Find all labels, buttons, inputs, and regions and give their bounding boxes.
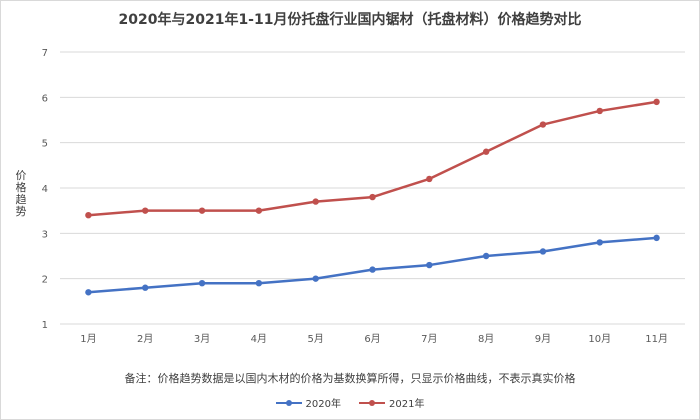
x-tick-label: 7月 bbox=[421, 333, 437, 345]
x-tick-label: 1月 bbox=[80, 333, 96, 345]
y-tick-label: 2 bbox=[42, 275, 48, 286]
data-point bbox=[426, 175, 433, 183]
y-tick-label: 7 bbox=[42, 48, 48, 59]
x-tick-label: 10月 bbox=[588, 333, 611, 345]
legend-swatch-2021 bbox=[359, 398, 385, 408]
x-tick-label: 4月 bbox=[251, 333, 267, 345]
data-point bbox=[653, 234, 660, 242]
x-tick-label: 6月 bbox=[364, 333, 380, 345]
data-point bbox=[85, 289, 92, 296]
data-point bbox=[539, 248, 547, 255]
data-point bbox=[369, 266, 376, 273]
legend-label-2020: 2020年 bbox=[305, 399, 341, 410]
y-tick-label: 5 bbox=[42, 139, 48, 150]
data-point bbox=[85, 212, 92, 219]
data-point bbox=[653, 98, 660, 106]
data-point bbox=[142, 284, 149, 291]
x-tick-label: 11月 bbox=[645, 333, 668, 345]
legend-item-2020: 2020年 bbox=[275, 395, 341, 410]
chart-title: 2020年与2021年1-11月份托盘行业国内锯材（托盘材料）价格趋势对比 bbox=[118, 12, 582, 28]
x-tick-label: 8月 bbox=[478, 333, 494, 345]
data-point bbox=[539, 121, 547, 128]
x-tick-label: 5月 bbox=[307, 333, 323, 345]
x-tick-label: 2月 bbox=[137, 333, 153, 345]
data-point bbox=[142, 207, 149, 214]
data-point bbox=[255, 207, 263, 214]
chart-note: 备注：价格趋势数据是以国内木材的价格为基数换算所得，只显示价格曲线，不表示真实价… bbox=[124, 372, 576, 385]
series-line-0 bbox=[88, 236, 657, 294]
data-point bbox=[369, 193, 376, 201]
y-tick-label: 1 bbox=[42, 320, 48, 331]
data-point bbox=[482, 148, 490, 155]
x-tick-label: 3月 bbox=[194, 333, 210, 345]
y-tick-label: 6 bbox=[42, 93, 48, 104]
data-point bbox=[312, 275, 319, 282]
y-tick-label: 3 bbox=[42, 229, 48, 240]
y-axis-label: 价格趋势 bbox=[15, 169, 27, 218]
data-point bbox=[198, 207, 206, 214]
chart-legend: 2020年 2021年 bbox=[0, 395, 700, 410]
data-point bbox=[255, 280, 263, 287]
data-point bbox=[596, 239, 603, 246]
legend-label-2021: 2021年 bbox=[389, 399, 425, 410]
y-tick-label: 4 bbox=[42, 184, 48, 195]
data-point bbox=[312, 198, 319, 205]
data-point bbox=[198, 280, 206, 287]
data-point bbox=[482, 252, 490, 260]
legend-item-2021: 2021年 bbox=[359, 395, 424, 410]
data-point bbox=[596, 107, 603, 115]
data-point bbox=[426, 261, 433, 269]
x-tick-label: 9月 bbox=[535, 333, 551, 345]
legend-swatch-2020 bbox=[275, 398, 302, 408]
